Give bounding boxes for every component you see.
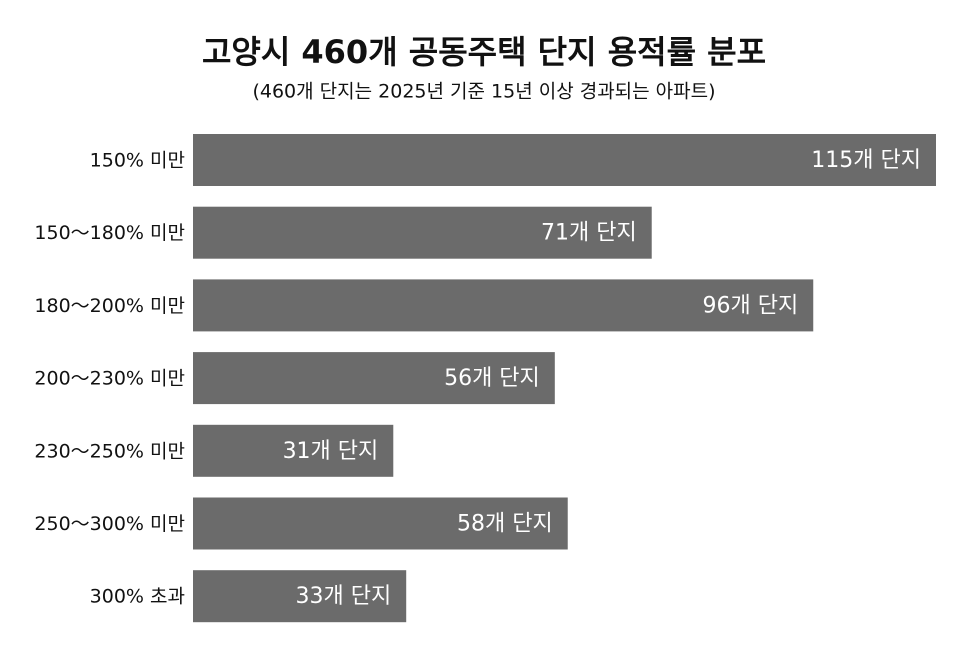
- category-label: 230～250% 미만: [34, 440, 185, 462]
- value-label: 33개 단지: [295, 584, 391, 609]
- value-label: 58개 단지: [457, 512, 553, 537]
- chart-subtitle: (460개 단지는 2025년 기준 15년 이상 경과되는 아파트): [252, 81, 715, 103]
- bar: [193, 134, 936, 186]
- chart-title: 고양시 460개 공동주택 단지 용적률 분포: [202, 33, 766, 71]
- value-label: 96개 단지: [703, 293, 799, 318]
- bar: [193, 570, 407, 623]
- value-label: 71개 단지: [541, 221, 637, 246]
- category-label: 250～300% 미만: [34, 513, 185, 535]
- bar: [193, 497, 568, 550]
- value-label: 115개 단지: [811, 148, 921, 173]
- bar: [193, 206, 652, 259]
- category-label: 200～230% 미만: [34, 368, 185, 390]
- bar: [193, 424, 394, 477]
- bar: [193, 352, 555, 405]
- value-label: 31개 단지: [283, 439, 379, 464]
- bar: [193, 279, 814, 332]
- category-label: 300% 초과: [90, 586, 185, 608]
- category-label: 180～200% 미만: [34, 295, 185, 317]
- value-label: 56개 단지: [444, 366, 540, 391]
- category-label: 150～180% 미만: [34, 222, 185, 244]
- category-label: 150% 미만: [90, 150, 185, 172]
